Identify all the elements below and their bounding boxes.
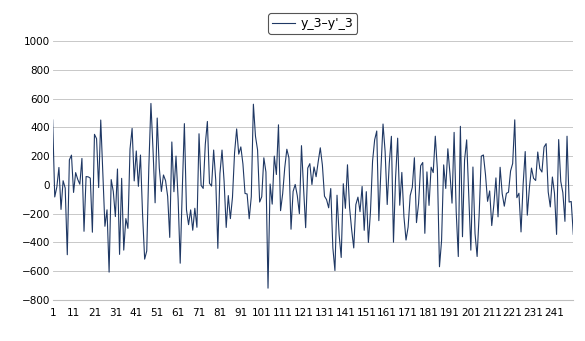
y_3–y'_3 bbox=[355, 195, 362, 199]
Legend: y_3–y'_3: y_3–y'_3 bbox=[269, 14, 357, 34]
Line: y_3–y'_3: y_3–y'_3 bbox=[53, 103, 573, 288]
y_3–y'_3 bbox=[264, 286, 271, 290]
y_3–y'_3 bbox=[147, 101, 154, 105]
y_3–y'_3 bbox=[269, 202, 276, 206]
y_3–y'_3 bbox=[49, 118, 56, 122]
y_3–y'_3 bbox=[413, 221, 420, 225]
y_3–y'_3 bbox=[570, 232, 577, 236]
y_3–y'_3 bbox=[135, 184, 142, 188]
y_3–y'_3 bbox=[553, 232, 560, 236]
y_3–y'_3 bbox=[260, 156, 267, 160]
